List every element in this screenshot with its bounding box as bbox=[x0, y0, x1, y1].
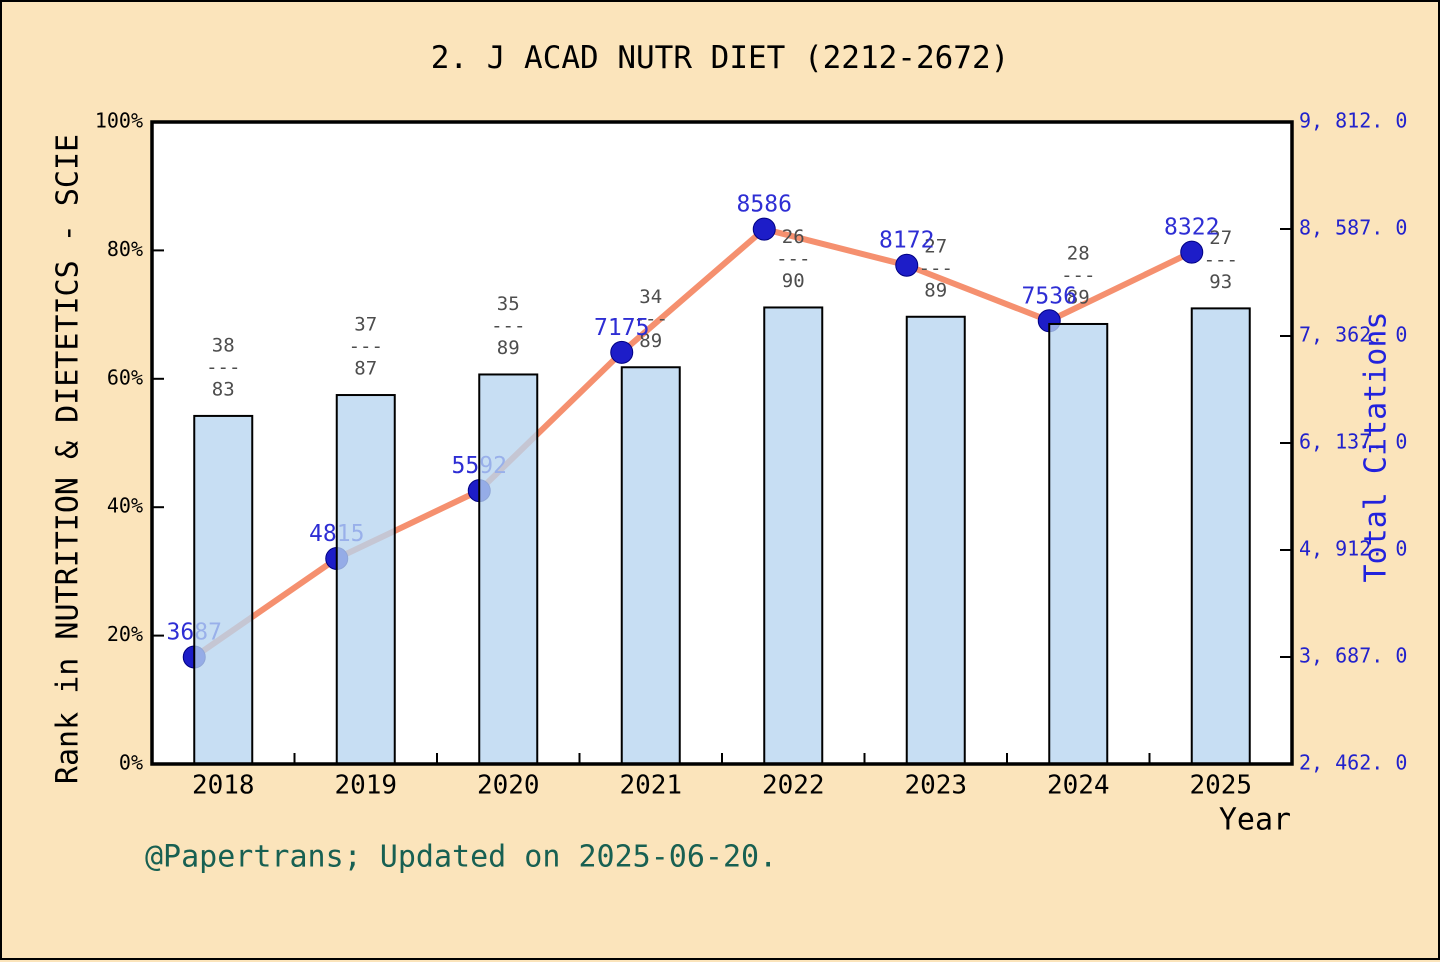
right-tick-label: 8, 587. 0 bbox=[1299, 216, 1407, 240]
right-tick-label: 2, 462. 0 bbox=[1299, 751, 1407, 775]
left-tick-label: 0% bbox=[119, 751, 143, 775]
fraction-numerator: 27 bbox=[1209, 227, 1232, 249]
left-tick-label: 40% bbox=[107, 494, 143, 518]
point-label: 7536 bbox=[1022, 283, 1077, 309]
fraction-numerator: 26 bbox=[782, 226, 805, 248]
plot-background bbox=[152, 122, 1292, 764]
fraction-denominator: 87 bbox=[354, 358, 377, 380]
line-point-2021 bbox=[610, 340, 634, 364]
x-tick-label: 2025 bbox=[1189, 771, 1252, 801]
bar-2025 bbox=[1190, 307, 1251, 765]
left-tick-label: 20% bbox=[107, 622, 143, 646]
point-label: 7175 bbox=[594, 315, 649, 341]
fraction-numerator: 28 bbox=[1067, 242, 1090, 264]
left-tick-label: 100% bbox=[95, 109, 143, 133]
right-tick-label: 3, 687. 0 bbox=[1299, 644, 1407, 668]
fraction-separator: --- bbox=[491, 315, 525, 337]
line-point-2022 bbox=[752, 217, 776, 241]
bar-2022 bbox=[763, 306, 824, 765]
line-point-2023 bbox=[895, 253, 919, 277]
fraction-numerator: 38 bbox=[212, 334, 235, 356]
fraction-numerator: 34 bbox=[639, 286, 662, 308]
fraction-separator: --- bbox=[1204, 249, 1238, 271]
x-tick-label: 2019 bbox=[334, 771, 397, 801]
fraction-separator: --- bbox=[776, 248, 810, 270]
left-tick-label: 80% bbox=[107, 237, 143, 261]
right-tick-label: 4, 912. 0 bbox=[1299, 537, 1407, 561]
x-axis-title: Year bbox=[1218, 802, 1292, 838]
bar-2018 bbox=[193, 414, 254, 765]
x-tick-label: 2024 bbox=[1047, 771, 1110, 801]
left-tick-label: 60% bbox=[107, 365, 143, 389]
fraction-denominator: 89 bbox=[497, 337, 520, 359]
bar-2019 bbox=[335, 394, 396, 765]
x-tick-label: 2021 bbox=[619, 771, 682, 801]
watermark-text: @Papertrans; Updated on 2025-06-20. bbox=[145, 839, 778, 875]
fraction-denominator: 93 bbox=[1209, 271, 1232, 293]
fraction-denominator: 90 bbox=[782, 270, 805, 292]
fraction-numerator: 37 bbox=[354, 314, 377, 336]
bar-2021 bbox=[620, 366, 681, 765]
fraction-denominator: 89 bbox=[924, 279, 947, 301]
fraction-denominator: 83 bbox=[212, 378, 235, 400]
x-tick-label: 2020 bbox=[477, 771, 540, 801]
point-label: 8322 bbox=[1164, 215, 1219, 241]
plot-frame bbox=[150, 120, 1294, 766]
bar-2023 bbox=[905, 315, 966, 765]
right-tick-label: 6, 137. 0 bbox=[1299, 430, 1407, 454]
fraction-denominator: 89 bbox=[639, 330, 662, 352]
fraction-separator: --- bbox=[349, 336, 383, 358]
bar-2024 bbox=[1048, 322, 1109, 765]
fraction-numerator: 27 bbox=[924, 235, 947, 257]
fraction-separator: --- bbox=[206, 356, 240, 378]
x-tick-label: 2023 bbox=[904, 771, 967, 801]
fraction-separator: --- bbox=[919, 257, 953, 279]
right-tick-label: 7, 362. 0 bbox=[1299, 323, 1407, 347]
point-label: 8172 bbox=[879, 228, 934, 254]
point-label: 8586 bbox=[737, 192, 792, 218]
chart-title: 2. J ACAD NUTR DIET (2212-2672) bbox=[430, 40, 1010, 76]
bar-2020 bbox=[478, 373, 539, 765]
fraction-separator: --- bbox=[634, 308, 668, 330]
line-point-2025 bbox=[1180, 240, 1204, 264]
fraction-numerator: 35 bbox=[497, 293, 520, 315]
fraction-separator: --- bbox=[1061, 264, 1095, 286]
x-tick-label: 2022 bbox=[762, 771, 825, 801]
fraction-denominator: 89 bbox=[1067, 286, 1090, 308]
x-tick-label: 2018 bbox=[192, 771, 255, 801]
right-tick-label: 9, 812. 0 bbox=[1299, 109, 1407, 133]
